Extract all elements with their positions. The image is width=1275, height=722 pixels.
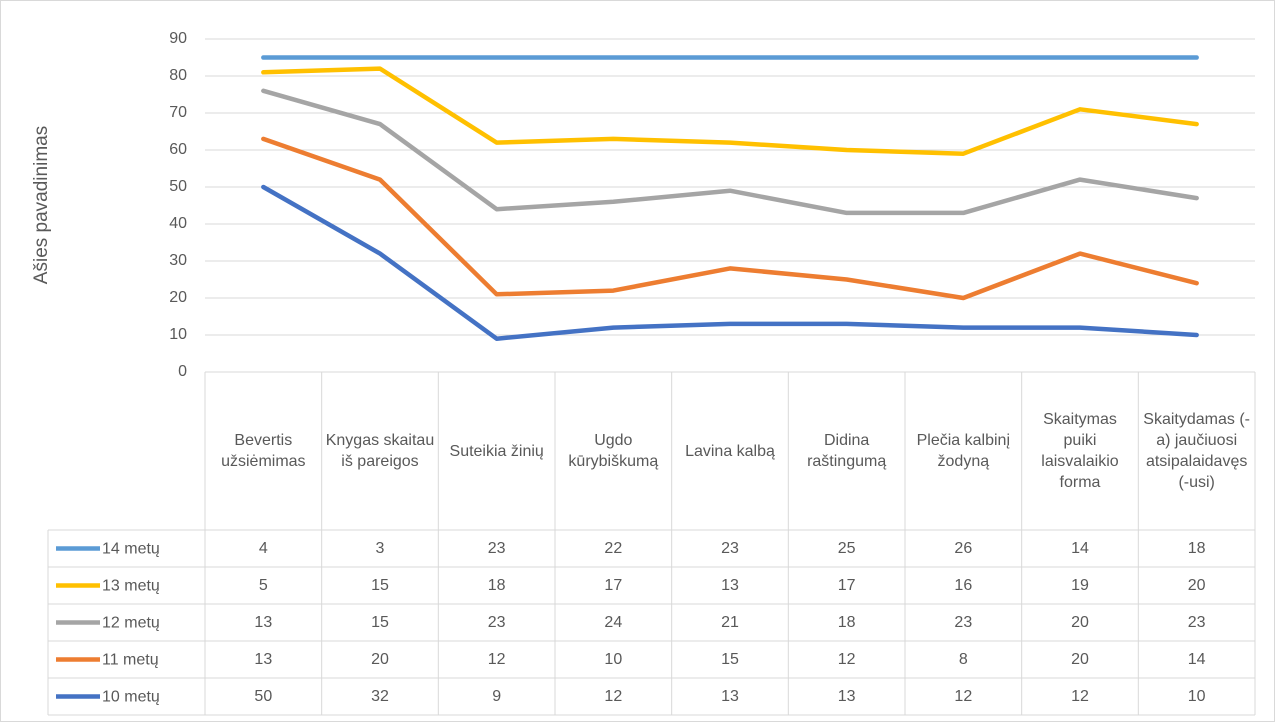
category-label: Ugdo kūrybiškumą: [568, 432, 659, 470]
category-label: Suteikia žinių: [449, 442, 544, 460]
table-value: 22: [604, 540, 623, 557]
y-tick-label: 90: [169, 30, 187, 47]
table-value: 23: [1187, 614, 1206, 631]
table-value: 23: [487, 540, 506, 557]
table-value: 16: [954, 577, 973, 594]
table-value: 20: [1187, 577, 1206, 594]
y-tick-label: 10: [169, 326, 187, 343]
table-value: 9: [492, 688, 502, 705]
y-tick-label: 20: [169, 289, 187, 306]
table-value: 12: [487, 651, 506, 668]
table-value: 20: [371, 651, 389, 668]
y-tick-label: 60: [169, 141, 187, 158]
legend-label: 13 metų: [102, 578, 160, 595]
table-value: 17: [604, 577, 623, 594]
series-line: [261, 88, 1199, 216]
series-line: [261, 66, 1199, 156]
table-value: 23: [487, 614, 506, 631]
table-value: 20: [1071, 651, 1089, 668]
table-value: 12: [1071, 688, 1089, 705]
table-value: 25: [837, 540, 856, 557]
y-tick-label: 50: [169, 178, 187, 195]
table-value: 4: [258, 540, 268, 557]
table-value: 15: [721, 651, 739, 668]
table-value: 12: [954, 688, 973, 705]
table-value: 23: [721, 540, 739, 557]
y-axis-label: Ašies pavadinimas: [31, 126, 52, 284]
table-value: 13: [837, 688, 856, 705]
table-value: 18: [1187, 540, 1206, 557]
table-value: 5: [258, 577, 268, 594]
table-value: 21: [721, 614, 739, 631]
table-value: 18: [487, 577, 506, 594]
category-label: Lavina kalbą: [685, 442, 775, 460]
table-value: 13: [721, 577, 739, 594]
category-label: Skaitydamas (-a) jaučiuosi atsipalaidavę…: [1143, 411, 1250, 491]
table-value: 15: [371, 577, 389, 594]
table-value: 13: [721, 688, 739, 705]
table-value: 26: [954, 540, 973, 557]
legend-label: 12 metų: [102, 615, 160, 632]
table-value: 14: [1187, 651, 1206, 668]
legend-label: 10 metų: [102, 689, 160, 706]
table-value: 12: [604, 688, 623, 705]
category-label: Knygas skaitau iš pareigos: [325, 432, 435, 470]
table-value: 15: [371, 614, 389, 631]
table-value: 24: [604, 614, 623, 631]
table-value: 12: [837, 651, 856, 668]
table-value: 13: [254, 614, 273, 631]
y-tick-label: 30: [169, 252, 187, 269]
table-value: 50: [254, 688, 273, 705]
category-label: Plečia kalbinį žodyną: [916, 432, 1011, 470]
legend-label: 14 metų: [102, 541, 160, 558]
table-value: 20: [1071, 614, 1089, 631]
legend-label: 11 metų: [102, 652, 159, 669]
table-value: 13: [254, 651, 273, 668]
table-value: 23: [954, 614, 973, 631]
table-value: 32: [371, 688, 389, 705]
series-line: [261, 184, 1199, 341]
category-label: Bevertis užsiėmimas: [221, 432, 306, 470]
y-tick-label: 40: [169, 215, 187, 232]
y-tick-label: 70: [169, 104, 187, 121]
table-value: 10: [1187, 688, 1206, 705]
series-line: [261, 136, 1199, 301]
table-value: 17: [837, 577, 856, 594]
table-value: 8: [958, 651, 968, 668]
y-tick-label: 80: [169, 67, 187, 84]
y-tick-label: 0: [178, 363, 187, 380]
category-label: Didina raštingumą: [807, 432, 887, 470]
category-label: Skaitymas puiki laisvalaikio forma: [1041, 411, 1119, 491]
table-value: 19: [1071, 577, 1089, 594]
table-value: 18: [837, 614, 856, 631]
table-value: 10: [604, 651, 623, 668]
table-value: 14: [1071, 540, 1089, 557]
table-value: 3: [375, 540, 385, 557]
